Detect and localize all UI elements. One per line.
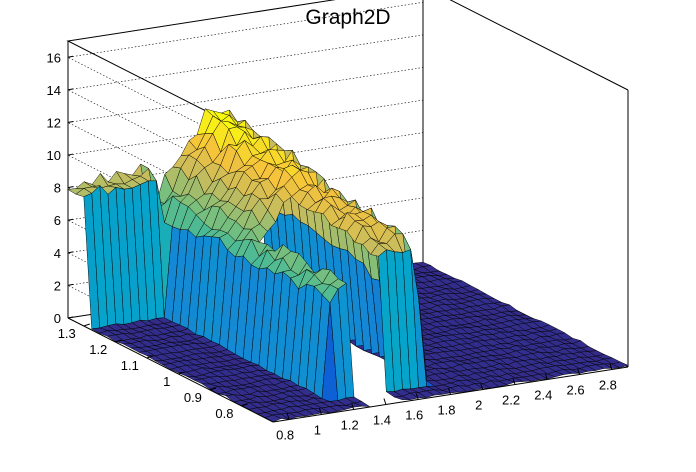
z-tick-mark: [67, 55, 74, 58]
y-tick-label: 1.3: [58, 326, 76, 341]
z-tick-mark: [67, 120, 74, 123]
chart-title: Graph2D: [305, 6, 390, 29]
z-tick-label: 10: [47, 148, 61, 163]
y-axis-line: [67, 317, 274, 423]
z-grid-line: [67, 34, 424, 195]
z-tick-mark: [67, 218, 74, 221]
z-grid-line: [67, 2, 424, 162]
z-tick-label: 14: [47, 83, 61, 98]
x-tick-mark: [383, 398, 387, 405]
x-tick-mark: [512, 378, 516, 385]
x-tick-label: 1.6: [405, 408, 423, 423]
z-tick-label: 4: [54, 246, 61, 261]
z-grid-line: [67, 132, 424, 292]
surface-cell: [611, 361, 629, 368]
z-tick-label: 12: [47, 115, 61, 130]
y-axis-ticks: 0.8 0.9 1 1.1 1.2 1.3: [58, 323, 248, 421]
surface-mesh: [67, 108, 629, 423]
z-tick-mark: [67, 186, 74, 189]
z-axis-ticks: 0 2 4 6 8 10 12 14 16: [47, 50, 74, 326]
z-tick-label: 16: [47, 50, 61, 65]
z-grid-line: [67, 67, 424, 227]
y-tick-mark: [83, 323, 90, 327]
z-tick-mark: [67, 251, 74, 254]
x-tick-label: 2.2: [502, 393, 520, 408]
y-tick-mark: [209, 387, 217, 391]
x-tick-mark: [544, 373, 548, 380]
y-tick-label: 1.1: [121, 358, 139, 373]
x-tick-label: 1.4: [373, 413, 391, 428]
z-tick-mark: [67, 153, 74, 156]
x-tick-mark: [577, 368, 581, 375]
x-tick-label: 2.6: [567, 383, 585, 398]
x-axis-ticks: 0.8 1 1.2 1.4 1.6 1.8 2 2.2 2.4 2.6 2.8: [276, 363, 617, 443]
x-tick-label: 1.2: [341, 418, 359, 433]
y-tick-mark: [241, 403, 248, 407]
y-tick-label: 0.9: [184, 390, 202, 405]
surface-cell: [353, 401, 371, 407]
box-top-edge: [66, 0, 629, 146]
x-tick-mark: [351, 403, 355, 410]
y-tick-mark: [115, 339, 122, 343]
z-tick-label: 2: [54, 278, 61, 293]
z-tick-mark: [67, 316, 74, 319]
x-tick-label: 2: [475, 398, 482, 413]
x-tick-mark: [318, 408, 322, 415]
z-tick-label: 8: [54, 181, 61, 196]
x-tick-mark: [286, 413, 290, 420]
z-tick-mark: [67, 88, 74, 91]
y-tick-label: 1.2: [89, 342, 107, 357]
x-tick-mark: [480, 383, 484, 390]
x-tick-label: 2.8: [599, 378, 617, 393]
y-tick-label: 1: [163, 374, 170, 389]
x-tick-mark: [609, 363, 613, 370]
z-tick-label: 6: [54, 213, 61, 228]
y-tick-label: 0.8: [215, 406, 233, 421]
x-tick-mark: [448, 388, 451, 395]
x-tick-mark: [415, 393, 419, 400]
x-tick-label: 1: [314, 423, 321, 438]
z-tick-mark: [67, 283, 74, 286]
x-tick-label: 2.4: [534, 388, 552, 403]
y-tick-mark: [146, 355, 154, 359]
x-tick-label: 0.8: [276, 428, 294, 443]
z-grid-line: [67, 99, 424, 260]
z-tick-label: 0: [54, 311, 61, 326]
x-tick-label: 1.8: [437, 403, 455, 418]
y-tick-mark: [178, 371, 185, 375]
